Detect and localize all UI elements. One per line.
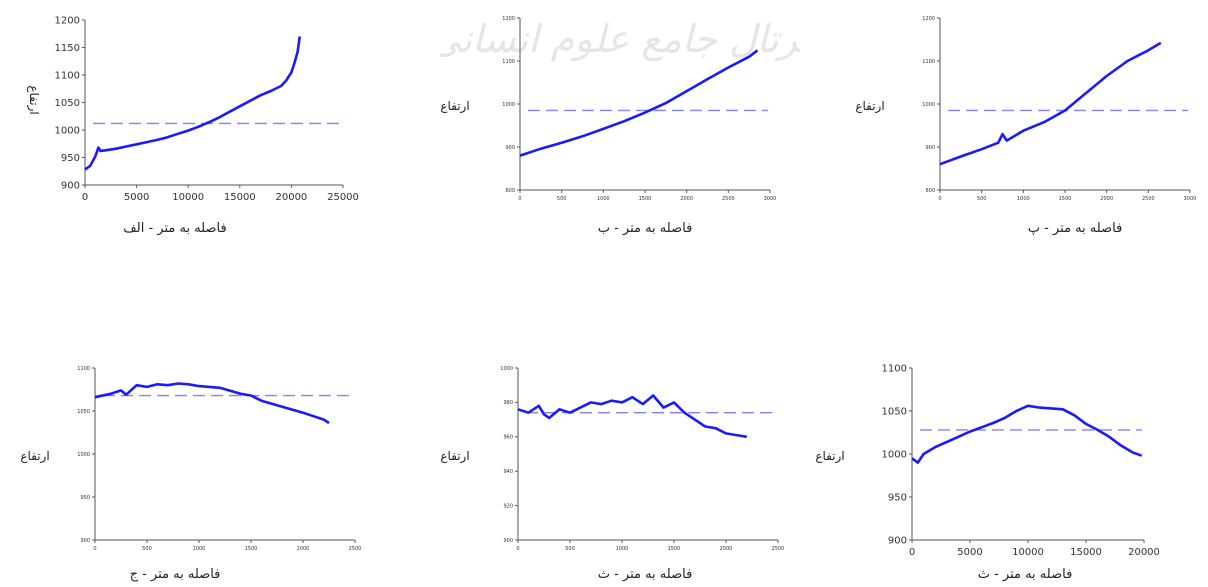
x-tick-label: 500 [557,196,567,202]
y-tick-label: 1000 [55,126,80,137]
x-tick-label: 2500 [772,546,785,552]
y-tick-label: 1100 [77,366,90,372]
watermark: پرتال جامع علوم انسانی [440,17,800,62]
chart-panel-4: 900 920 940 960 980 1000 0 500 1000 1500 2000 2500 ا… [440,366,784,582]
y-tick-label: 1200 [922,16,935,22]
series-line [519,49,759,157]
y-tick-label: 1050 [882,407,907,418]
chart-panel-0: 900 950 1000 1050 1100 1150 1200 0 5000 10000 1500… [26,16,359,237]
x-tick-label: 5000 [124,192,149,203]
x-tick-label: 0 [516,546,519,552]
y-tick-label: 950 [80,495,90,501]
y-tick-label: 1150 [55,43,80,54]
x-tick-label: 15000 [1070,547,1102,558]
x-tick-label: 25000 [327,192,359,203]
x-tick-label: 2000 [1100,196,1113,202]
y-axis-label: ارتفاع [815,449,844,464]
y-axis-label: ارتفاع [26,85,41,114]
y-axis-label: ارتفاع [20,449,49,464]
y-tick-label: 920 [503,503,513,509]
x-tick-label: 500 [565,546,575,552]
y-tick-label: 1100 [922,59,935,65]
chart-caption: فاصله به متر - ث [598,567,693,582]
y-tick-label: 800 [925,188,935,194]
x-tick-label: 10000 [172,192,204,203]
x-tick-label: 0 [93,546,96,552]
chart-caption: فاصله به متر - پ [1028,221,1123,236]
x-tick-label: 15000 [224,192,256,203]
y-tick-label: 900 [80,538,90,544]
x-tick-label: 2000 [720,546,733,552]
x-tick-label: 2500 [349,546,362,552]
chart-panel-3: 900 950 1000 1050 1100 0 500 1000 1500 2000 2500 ار… [20,366,361,582]
y-tick-label: 900 [888,536,907,547]
x-tick-label: 2000 [680,196,693,202]
x-tick-label: 1500 [1059,196,1072,202]
y-axis-label: ارتفاع [855,99,884,114]
y-tick-label: 950 [888,493,907,504]
y-tick-label: 1050 [55,98,80,109]
chart-panel-5: 900 950 1000 1050 1100 0 5000 10000 15000 20000 ار… [815,364,1160,583]
watermark-text: پرتال جامع علوم انسانی [440,17,800,62]
chart-caption: فاصله به متر - الف [123,221,226,236]
y-tick-label: 950 [61,153,80,164]
y-tick-label: 980 [503,400,513,406]
series-line [911,404,1143,464]
x-tick-label: 1000 [1017,196,1030,202]
y-tick-label: 1000 [77,452,90,458]
x-tick-label: 5000 [957,547,982,558]
series-line [939,41,1162,166]
y-axis-label: ارتفاع [440,99,469,114]
x-tick-label: 3000 [1184,196,1197,202]
y-tick-label: 900 [61,181,80,192]
x-tick-label: 1000 [193,546,206,552]
x-tick-label: 1000 [616,546,629,552]
series-line [94,382,330,425]
y-axis-label: ارتفاع [440,449,469,464]
series-line [84,36,301,171]
y-tick-label: 940 [503,469,513,475]
y-tick-label: 1000 [922,102,935,108]
chart-panel-1: 800 900 1000 1100 1200 0 500 1000 1500 2000 2500 30… [440,16,776,236]
y-tick-label: 900 [925,145,935,151]
y-tick-label: 1200 [55,16,80,27]
x-tick-label: 500 [142,546,152,552]
x-tick-label: 2000 [297,546,310,552]
y-tick-label: 800 [505,188,515,194]
y-tick-label: 1100 [502,59,515,65]
y-tick-label: 1000 [882,450,907,461]
y-tick-label: 1050 [77,409,90,415]
chart-caption: فاصله به متر - ج [130,567,221,582]
y-tick-label: 1100 [882,364,907,375]
y-tick-label: 1000 [500,366,513,372]
y-tick-label: 1100 [55,71,80,82]
x-tick-label: 1500 [639,196,652,202]
y-tick-label: 900 [505,145,515,151]
x-tick-label: 1000 [597,196,610,202]
x-tick-label: 3000 [764,196,777,202]
chart-caption: فاصله به متر - ب [598,221,693,236]
x-tick-label: 0 [82,192,88,203]
y-tick-label: 1000 [502,102,515,108]
y-tick-label: 960 [503,435,513,441]
x-tick-label: 0 [518,196,521,202]
x-tick-label: 2500 [1142,196,1155,202]
x-tick-label: 1500 [245,546,258,552]
x-tick-label: 500 [977,196,987,202]
x-tick-label: 0 [909,547,915,558]
x-tick-label: 0 [938,196,941,202]
x-tick-label: 1500 [668,546,681,552]
chart-caption: فاصله به متر - ث [978,567,1073,582]
series-line [517,394,748,439]
x-tick-label: 10000 [1012,547,1044,558]
chart-panel-2: 800 900 1000 1100 1200 0 500 1000 1500 2000 2500 30… [855,16,1196,236]
x-tick-label: 2500 [722,196,735,202]
y-tick-label: 900 [503,538,513,544]
y-tick-label: 1200 [502,16,515,22]
x-tick-label: 20000 [275,192,307,203]
x-tick-label: 20000 [1128,547,1160,558]
